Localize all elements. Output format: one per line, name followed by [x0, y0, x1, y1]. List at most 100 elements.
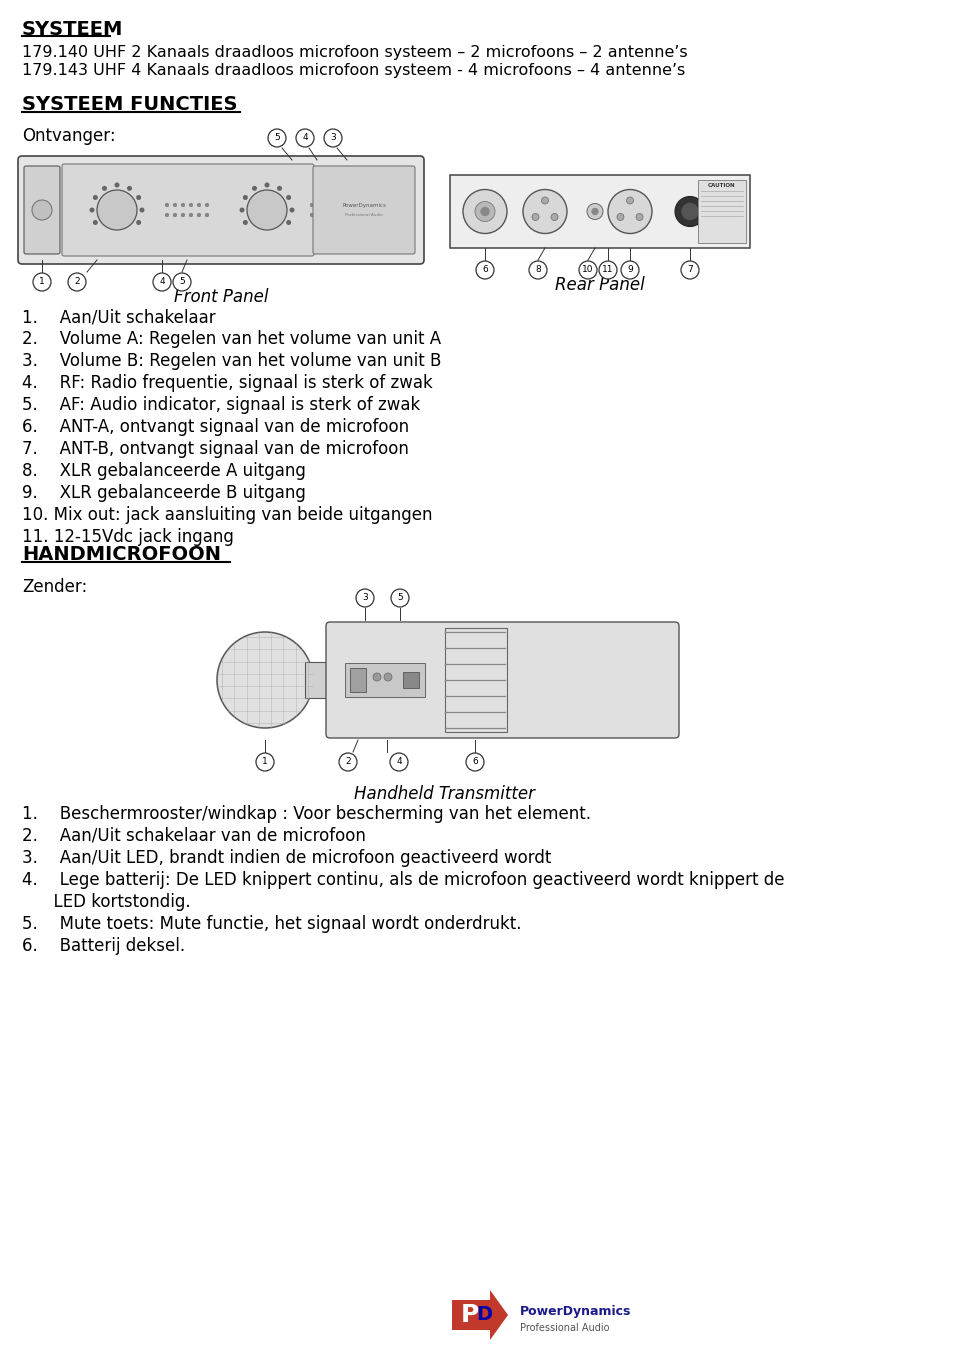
Circle shape [339, 753, 357, 771]
Circle shape [103, 187, 107, 190]
Circle shape [137, 195, 140, 199]
Circle shape [90, 209, 94, 212]
Bar [305, 662, 335, 698]
Text: 3.  Volume B: Regelen van het volume van unit B: 3. Volume B: Regelen van het volume van … [22, 352, 442, 370]
Circle shape [247, 190, 287, 229]
Circle shape [318, 213, 322, 217]
Text: 3: 3 [362, 594, 368, 602]
Text: 4.  Lege batterij: De LED knippert continu, als de microfoon geactiveerd wordt k: 4. Lege batterij: De LED knippert contin… [22, 871, 784, 889]
Text: 2.  Aan/Uit schakelaar van de microfoon: 2. Aan/Uit schakelaar van de microfoon [22, 827, 366, 845]
Circle shape [268, 130, 286, 147]
Circle shape [205, 213, 209, 217]
Circle shape [475, 202, 495, 221]
Circle shape [324, 130, 342, 147]
Circle shape [290, 209, 294, 212]
Circle shape [587, 203, 603, 220]
Circle shape [265, 183, 269, 187]
Circle shape [384, 673, 392, 681]
Circle shape [32, 201, 52, 220]
Text: 1: 1 [262, 758, 268, 767]
FancyBboxPatch shape [313, 167, 415, 254]
Text: 5: 5 [275, 134, 280, 142]
Text: 5: 5 [180, 277, 185, 287]
Circle shape [137, 221, 140, 224]
Circle shape [356, 590, 374, 607]
Text: 3.  Aan/Uit LED, brandt indien de microfoon geactiveerd wordt: 3. Aan/Uit LED, brandt indien de microfo… [22, 849, 551, 867]
Circle shape [173, 273, 191, 291]
Circle shape [240, 209, 244, 212]
Bar [345, 663, 425, 698]
Circle shape [173, 203, 177, 207]
Circle shape [153, 273, 171, 291]
Text: P: P [461, 1304, 479, 1327]
Text: 11: 11 [602, 266, 613, 274]
FancyBboxPatch shape [24, 167, 60, 254]
Circle shape [599, 261, 617, 278]
Circle shape [310, 203, 314, 207]
Text: 9: 9 [627, 266, 633, 274]
Circle shape [173, 213, 177, 217]
Text: SYSTEEM: SYSTEEM [22, 20, 124, 40]
FancyBboxPatch shape [62, 164, 314, 257]
Circle shape [244, 195, 247, 199]
Text: Front Panel: Front Panel [174, 288, 268, 306]
Circle shape [326, 213, 330, 217]
Circle shape [93, 221, 97, 224]
Circle shape [579, 261, 597, 278]
Text: 8.  XLR gebalanceerde A uitgang: 8. XLR gebalanceerde A uitgang [22, 461, 306, 480]
Circle shape [181, 213, 184, 217]
Circle shape [551, 213, 558, 221]
Text: 179.140 UHF 2 Kanaals draadloos microfoon systeem – 2 microfoons – 2 antenne’s: 179.140 UHF 2 Kanaals draadloos microfoo… [22, 45, 687, 60]
Circle shape [681, 261, 699, 278]
Circle shape [197, 203, 201, 207]
Circle shape [391, 590, 409, 607]
Circle shape [296, 130, 314, 147]
Text: LED kortstondig.: LED kortstondig. [22, 893, 191, 910]
Circle shape [287, 195, 291, 199]
Text: 6: 6 [472, 758, 478, 767]
Circle shape [244, 221, 247, 224]
Circle shape [682, 203, 698, 220]
Circle shape [675, 197, 705, 227]
Text: HANDMICROFOON: HANDMICROFOON [22, 545, 221, 564]
Circle shape [68, 273, 86, 291]
Circle shape [128, 187, 132, 190]
Text: 5.  Mute toets: Mute functie, het signaal wordt onderdrukt.: 5. Mute toets: Mute functie, het signaal… [22, 915, 521, 934]
Text: 6.  Batterij deksel.: 6. Batterij deksel. [22, 936, 185, 956]
Circle shape [627, 197, 634, 203]
Circle shape [476, 261, 494, 278]
Text: 4: 4 [396, 758, 402, 767]
Circle shape [140, 209, 144, 212]
Circle shape [334, 213, 338, 217]
Text: 1: 1 [39, 277, 45, 287]
Circle shape [350, 213, 354, 217]
Text: 10. Mix out: jack aansluiting van beide uitgangen: 10. Mix out: jack aansluiting van beide … [22, 506, 433, 524]
Circle shape [197, 213, 201, 217]
Circle shape [252, 187, 256, 190]
Circle shape [277, 187, 281, 190]
Circle shape [334, 203, 338, 207]
Text: 2: 2 [74, 277, 80, 287]
Circle shape [592, 209, 598, 214]
Text: SYSTEEM FUNCTIES: SYSTEEM FUNCTIES [22, 96, 237, 115]
Circle shape [97, 190, 137, 229]
Text: 1.  Beschermrooster/windkap : Voor bescherming van het element.: 1. Beschermrooster/windkap : Voor besche… [22, 805, 591, 823]
Circle shape [529, 261, 547, 278]
Circle shape [636, 213, 643, 221]
Text: Ontvanger:: Ontvanger: [22, 127, 115, 145]
Circle shape [189, 203, 193, 207]
Text: 8: 8 [535, 266, 540, 274]
Circle shape [621, 261, 639, 278]
Circle shape [181, 203, 184, 207]
Text: 10: 10 [583, 266, 593, 274]
Polygon shape [452, 1290, 508, 1340]
Circle shape [608, 190, 652, 233]
Circle shape [373, 673, 381, 681]
FancyBboxPatch shape [326, 622, 679, 738]
Bar [450, 175, 750, 248]
Text: D: D [476, 1305, 492, 1324]
Bar [698, 180, 746, 243]
Circle shape [541, 197, 548, 203]
Text: 1.  Aan/Uit schakelaar: 1. Aan/Uit schakelaar [22, 308, 216, 326]
Text: 2: 2 [346, 758, 350, 767]
